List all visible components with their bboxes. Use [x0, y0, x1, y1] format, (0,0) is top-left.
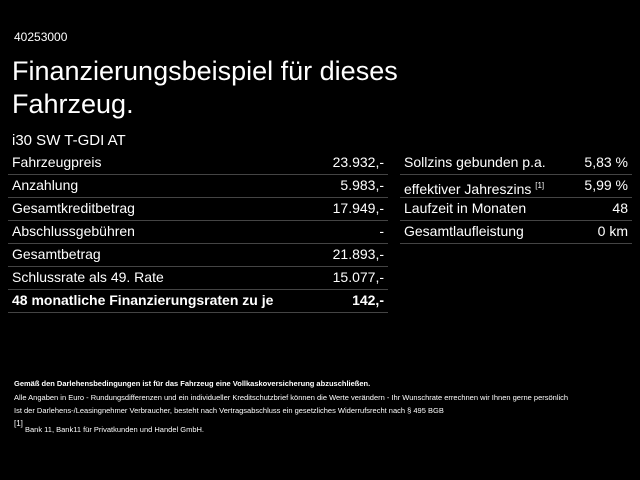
footnote: [1] Bank 11, Bank11 für Privatkunden und… [14, 419, 204, 434]
title-line: Fahrzeug. [12, 89, 134, 119]
row-value: 5,99 % [584, 177, 628, 193]
row-label: Anzahlung [12, 177, 79, 193]
footnote-ref: [1] [535, 181, 545, 190]
row-value: 0 km [597, 223, 628, 239]
footer-line: Ist der Darlehens-/Leasingnehmer Verbrau… [14, 406, 444, 415]
footer-line: Alle Angaben in Euro - Rundungsdifferenz… [14, 393, 569, 402]
table-row: Fahrzeugpreis 23.932,- [8, 151, 388, 175]
row-value: 142,- [352, 292, 384, 308]
table-row: Abschlussgebühren - [8, 220, 388, 244]
bold-note: Gemäß den Darlehensbedingungen ist für d… [14, 379, 371, 388]
title-line: Finanzierungsbeispiel für dieses [12, 56, 398, 86]
row-value: 21.893,- [332, 246, 384, 262]
row-value: 23.932,- [332, 154, 384, 170]
row-label: Gesamtbetrag [12, 246, 101, 262]
footnote-mark: [1] [14, 419, 23, 428]
table-row: Gesamtlaufleistung 0 km [400, 220, 632, 244]
row-value: 15.077,- [332, 269, 384, 285]
row-label: Gesamtlaufleistung [404, 223, 524, 239]
row-value: 17.949,- [332, 200, 384, 216]
row-label: Fahrzeugpreis [12, 154, 102, 170]
table-row: Anzahlung 5.983,- [8, 174, 388, 198]
row-value: 5,83 % [584, 154, 628, 170]
row-value: - [379, 223, 384, 239]
row-label: Laufzeit in Monaten [404, 200, 527, 216]
row-label: Abschlussgebühren [12, 223, 135, 239]
row-label: Gesamtkreditbetrag [12, 200, 135, 216]
row-label: Schlussrate als 49. Rate [12, 269, 164, 285]
row-label: 48 monatliche Finanzierungsraten zu je [12, 292, 274, 308]
table-row: Laufzeit in Monaten 48 [400, 197, 632, 221]
row-value: 48 [612, 200, 628, 216]
table-row: 48 monatliche Finanzierungsraten zu je 14… [8, 289, 388, 313]
vehicle-id: 40253000 [14, 30, 68, 44]
model: i30 SW T-GDI AT [12, 132, 126, 149]
footnote-text: Bank 11, Bank11 für Privatkunden und Han… [25, 425, 204, 434]
table-row: effektiver Jahreszins [1] 5,99 % [400, 174, 632, 198]
table-row: Sollzins gebunden p.a. 5,83 % [400, 151, 632, 175]
row-label: Sollzins gebunden p.a. [404, 154, 546, 170]
row-label: effektiver Jahreszins [1] [404, 181, 545, 197]
table-row: Gesamtbetrag 21.893,- [8, 243, 388, 267]
table-row: Gesamtkreditbetrag 17.949,- [8, 197, 388, 221]
row-value: 5.983,- [340, 177, 384, 193]
table-row: Schlussrate als 49. Rate 15.077,- [8, 266, 388, 290]
